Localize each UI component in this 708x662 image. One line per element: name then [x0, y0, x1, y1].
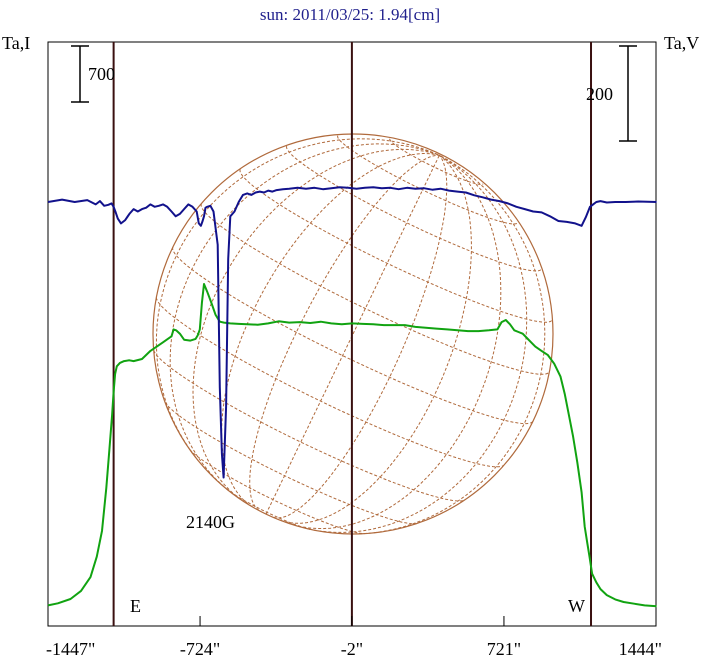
scale-bars: 700 200: [71, 45, 637, 142]
left-axis-label: Ta,I: [2, 33, 30, 53]
disk-longitude-line-8: [293, 154, 502, 530]
disk-longitude-line-6: [273, 154, 448, 519]
x-tick-label-1: -724": [180, 639, 220, 659]
disk-longitude-line-0: [155, 138, 440, 458]
limb-marker-east: E: [130, 596, 141, 616]
x-tick-label-3: 721": [487, 639, 521, 659]
disk-latitude-line-6: [200, 203, 550, 375]
right-axis-label: Ta,V: [664, 33, 699, 53]
disk-longitude-line-3: [221, 152, 440, 508]
x-tick-label-2: -2": [341, 639, 363, 659]
series-stokes_I: [47, 283, 657, 608]
series-group: [47, 186, 657, 608]
disk-latitude-line-7: [239, 169, 553, 323]
disk-longitude-line-5: [265, 154, 440, 515]
disk-outline: [152, 133, 554, 535]
scale-bar-polarization-label: 200: [586, 84, 613, 104]
limb-marker-west: W: [568, 596, 585, 616]
solar-disk: [152, 133, 554, 535]
disk-longitude-line-9: [308, 154, 528, 533]
reference-lines: [112, 42, 593, 626]
disk-longitude-line-1: [169, 143, 440, 491]
disk-latitude-line-3: [153, 350, 465, 502]
series-stokes_V: [47, 186, 657, 479]
disk-longitude-line-7: [280, 154, 472, 524]
scale-bar-intensity-label: 700: [88, 64, 115, 84]
sunspot-annotation: 2140G: [186, 512, 235, 532]
disk-longitude-line-10: [353, 154, 546, 535]
x-tick-label-4: 1444": [619, 639, 662, 659]
chart-title: sun: 2011/03/25: 1.94[cm]: [260, 5, 440, 24]
x-tick-label-0: -1447": [46, 639, 95, 659]
x-ticks: -1447" -724" -2" 721" 1444": [46, 616, 662, 659]
disk-longitude-line-4: [249, 154, 440, 511]
